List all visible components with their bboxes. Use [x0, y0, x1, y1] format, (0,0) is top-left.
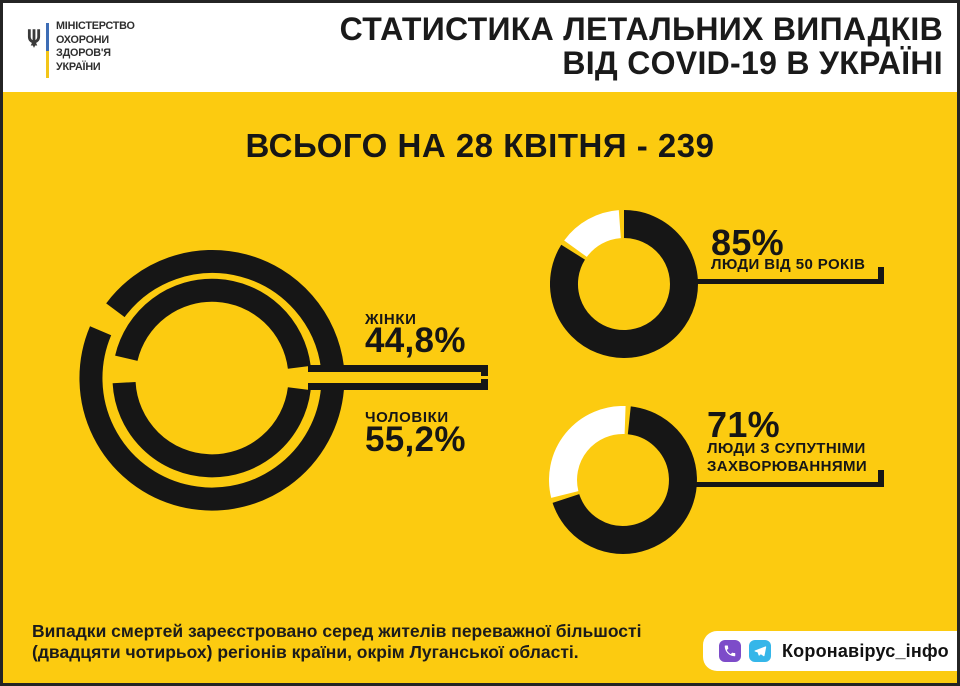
ministry-line: МІНІСТЕРСТВО [56, 20, 135, 32]
comorbidity-value: 71% [707, 404, 780, 445]
channel-badge[interactable]: Коронавірус_інфо [703, 631, 960, 671]
total-heading: ВСЬОГО НА 28 КВІТНЯ - 239 [245, 127, 715, 164]
ukraine-trident-icon [27, 29, 41, 48]
comorbidity-callout-line [694, 482, 884, 487]
channel-name: Коронавірус_інфо [782, 640, 949, 661]
ministry-name: МІНІСТЕРСТВО ОХОРОНИ ЗДОРОВ'Я УКРАЇНИ [56, 20, 135, 74]
comorbidity-label-line1: ЛЮДИ З СУПУТНІМИ [707, 440, 866, 457]
comorbidity-donut-chart [549, 406, 697, 554]
ministry-line: УКРАЇНИ [56, 60, 101, 73]
telegram-icon [749, 640, 771, 662]
age-value: 85% [711, 222, 784, 263]
female-label: ЖІНКИ [365, 311, 417, 328]
male-value: 55,2% [365, 420, 466, 459]
viber-icon [719, 640, 741, 662]
female-value: 44,8% [365, 321, 466, 360]
male-label: ЧОЛОВІКИ [365, 409, 449, 426]
gender-donut-chart [79, 250, 488, 511]
header: МІНІСТЕРСТВО ОХОРОНИ ЗДОРОВ'Я УКРАЇНИ СТ… [0, 0, 960, 92]
comorbidity-label-line2: ЗАХВОРЮВАННЯМИ [707, 457, 868, 475]
comorbidity-label: ЛЮДИ З СУПУТНІМИ ЗАХВОРЮВАННЯМИ [707, 440, 867, 475]
ministry-line: ОХОРОНИ [56, 33, 109, 46]
age-callout-line [694, 279, 884, 284]
footer-note: Випадки смертей зареєстровано серед жите… [32, 621, 641, 662]
age-donut-chart [550, 210, 698, 358]
ministry-line: ЗДОРОВ'Я [56, 47, 111, 60]
comorbidity-callout-tick [878, 470, 884, 485]
ministry-logo: МІНІСТЕРСТВО ОХОРОНИ ЗДОРОВ'Я УКРАЇНИ [0, 0, 300, 92]
page-title-line1: СТАТИСТИКА ЛЕТАЛЬНИХ ВИПАДКІВ [339, 11, 943, 47]
footer-note-line2: (двадцяти чотирьох) регіонів країни, окр… [32, 641, 579, 662]
gender-callout-lines [308, 365, 488, 390]
age-label: ЛЮДИ ВІД 50 РОКІВ [711, 256, 866, 273]
footer-note-line1: Випадки смертей зареєстровано серед жите… [32, 621, 642, 641]
age-callout-tick [878, 267, 884, 282]
page-title: СТАТИСТИКА ЛЕТАЛЬНИХ ВИПАДКІВ ВІД COVID-… [340, 13, 943, 79]
logo-flag-bar [46, 23, 49, 78]
page-title-line2: ВІД COVID-19 В УКРАЇНІ [562, 45, 943, 81]
